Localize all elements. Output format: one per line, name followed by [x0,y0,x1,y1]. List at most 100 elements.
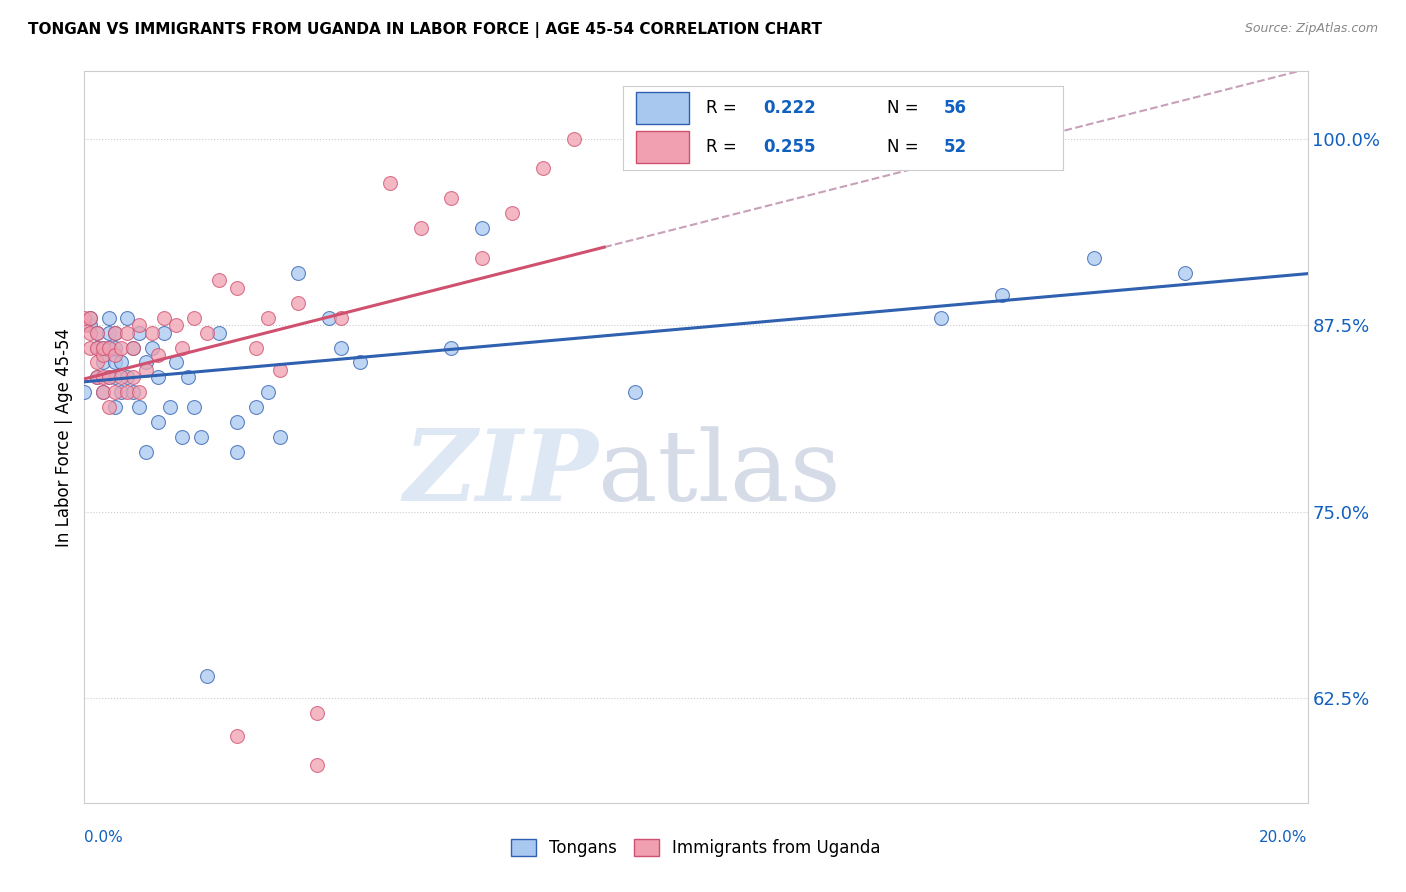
Point [115,385,138,400]
Point [122,341,145,355]
Point [91,385,114,400]
Point [226,415,249,429]
Point [330,310,353,325]
Point [104,348,127,362]
Legend: Tongans, Immigrants from Uganda: Tongans, Immigrants from Uganda [505,832,887,864]
Point [305,706,328,721]
Text: R =: R = [706,99,742,117]
Point [208,326,231,340]
Text: atlas: atlas [598,425,841,522]
Point [104,326,127,340]
Point [91,355,114,369]
Point [110,341,132,355]
Point [79,326,101,340]
Point [97,341,120,355]
Point [183,310,205,325]
Point [115,326,138,340]
Text: 52: 52 [943,138,967,156]
Text: R =: R = [706,138,742,156]
Point [471,221,494,235]
Point [287,295,309,310]
Point [86,326,108,340]
Point [104,385,127,400]
Point [110,370,132,384]
Point [110,385,132,400]
FancyBboxPatch shape [636,131,689,163]
Point [104,355,127,369]
Point [115,370,138,384]
Point [318,310,340,325]
Point [135,363,157,377]
Point [440,191,463,205]
Point [141,341,163,355]
Point [172,430,194,444]
Text: 0.0%: 0.0% [84,830,124,845]
Point [245,341,267,355]
Point [91,341,114,355]
Point [97,370,120,384]
Point [104,401,127,415]
Point [86,341,108,355]
Point [562,131,585,145]
Point [128,401,150,415]
Point [195,326,218,340]
Point [380,177,402,191]
Point [135,445,157,459]
Point [177,370,200,384]
Point [226,281,249,295]
Point [73,385,96,400]
Point [86,370,108,384]
Point [1174,266,1197,280]
Point [146,348,169,362]
Point [104,326,127,340]
Point [159,401,181,415]
Point [79,318,101,332]
Text: 56: 56 [943,99,967,117]
Point [305,758,328,772]
Point [349,355,371,369]
Point [269,363,291,377]
Point [128,385,150,400]
Point [122,385,145,400]
Point [91,348,114,362]
Point [91,385,114,400]
Point [79,310,101,325]
Point [991,288,1014,302]
Point [97,310,120,325]
Point [502,206,524,220]
Point [86,355,108,369]
Point [97,370,120,384]
Point [122,341,145,355]
FancyBboxPatch shape [636,92,689,124]
Point [1083,251,1105,265]
Point [165,318,187,332]
Point [409,221,432,235]
Point [195,669,218,683]
Point [128,326,150,340]
Point [330,341,353,355]
Point [91,370,114,384]
Point [531,161,554,176]
Text: Source: ZipAtlas.com: Source: ZipAtlas.com [1244,22,1378,36]
Point [208,273,231,287]
Point [141,326,163,340]
Point [97,326,120,340]
Text: N =: N = [887,138,924,156]
Point [73,318,96,332]
Point [79,341,101,355]
Point [269,430,291,444]
Text: 20.0%: 20.0% [1260,830,1308,845]
Point [122,370,145,384]
Point [86,326,108,340]
Point [146,370,169,384]
Point [135,355,157,369]
Point [153,326,176,340]
Text: 0.255: 0.255 [763,138,815,156]
Y-axis label: In Labor Force | Age 45-54: In Labor Force | Age 45-54 [55,327,73,547]
Point [257,385,280,400]
Point [287,266,309,280]
Point [183,401,205,415]
Point [190,430,212,444]
Point [226,729,249,743]
Point [146,415,169,429]
